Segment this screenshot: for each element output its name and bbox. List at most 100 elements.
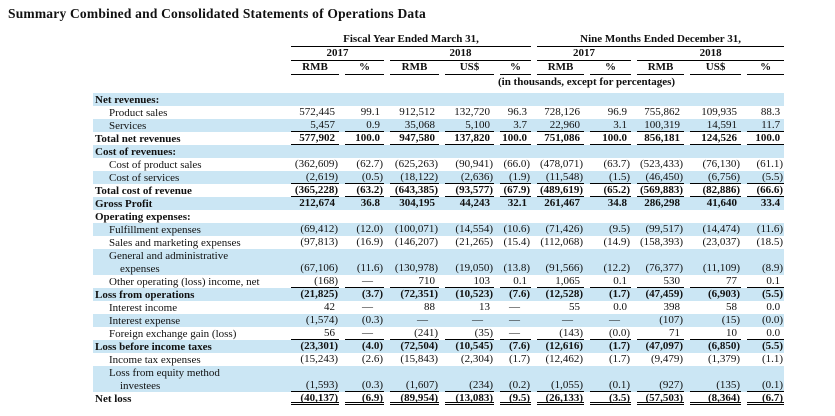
value-cell: 100,319 [631,119,685,132]
value-cell [741,145,785,158]
header-years-row: 2017 2018 2017 2018 [93,47,785,61]
value-cell: — [584,314,632,327]
year-label: 2018 [637,47,785,61]
value-cell: (3.5) [584,392,632,405]
value-cell: (15,243) [285,353,339,366]
value-cell: (112,068) [531,236,584,249]
value: (67,106) [300,262,338,274]
value-cell: (3.7) [339,288,384,301]
value: (158,393) [639,236,684,248]
value: (62.7) [356,158,383,170]
value: (1,055) [537,379,585,392]
value-cell: (8,364) [684,392,742,405]
value: 710 [390,275,439,288]
row-label: Foreign exchange gain (loss) [109,328,237,340]
value: 100.0 [345,132,384,145]
value [747,210,784,223]
value: 58 [726,301,738,313]
value-cell: — [531,314,585,327]
value-cell: 109,935 [684,106,741,119]
value-cell: (12,616) [531,340,585,353]
value: (61.1) [756,158,784,170]
row-label: Interest income [109,302,178,314]
table-row: Services 5,457 0.9 35,068 5,100 3.7 22,960 3.1 1… [93,119,785,132]
value [590,249,631,262]
value-cell: 304,195 [384,197,439,210]
value [500,93,531,106]
value-cell: (97,813) [285,236,339,249]
value-cell: 32.1 [494,197,532,210]
value: (3.5) [590,392,632,405]
value-cell [384,249,439,262]
row-label: Total cost of revenue [95,185,192,197]
value-cell: (12,462) [531,353,584,366]
year-label: 2018 [390,47,532,61]
value [291,210,339,223]
value-cell: (0.3) [339,314,384,327]
header-label-spacer [93,47,285,61]
value-cell: — [439,314,494,327]
value [345,366,384,379]
value-cell: — [494,314,532,327]
value-cell: (11,109) [684,262,742,275]
value: (47,459) [645,288,684,300]
value-cell [584,366,632,379]
currency-label: RMB [637,61,685,75]
value [345,93,384,106]
value: (6.7) [747,392,785,405]
value [690,145,741,158]
value-cell: (1.7) [584,353,631,366]
table-row: Loss from operations (21,825) (3.7) (72,351… [93,288,785,301]
value: (168) [291,275,339,288]
value-cell: 11.7 [741,119,785,132]
value-cell [384,145,439,158]
value: (0.2) [500,379,532,392]
value: 13 [479,301,490,313]
value [345,249,384,262]
value: (7.6) [508,340,531,352]
value-cell: (8.9) [741,262,785,275]
value-cell: (15) [684,314,742,327]
table-row: Cost of product sales (362,609) (62.7) (625… [93,158,784,171]
value-cell: (0.5) [339,171,384,184]
value: (10.6) [503,223,531,235]
value: (66.0) [503,158,531,170]
value [390,210,439,223]
value-cell: (100,071) [384,223,439,236]
header-currency-row: RMB% RMB US$% RMB% RMB US$% [93,61,785,75]
value [390,93,439,106]
row-label: Services [93,119,285,132]
value-cell: (11,548) [531,171,585,184]
value-cell: (12,528) [531,288,585,301]
value [637,366,684,379]
value: — [417,314,428,326]
value-cell: 58 [684,301,741,314]
value [590,145,631,158]
value-cell: 5,457 [285,119,339,132]
value: 912,512 [399,106,435,118]
value: (76,130) [702,158,741,170]
row-label: Loss before income taxes [93,340,285,353]
value-cell: (67,106) [285,262,339,275]
value-cell: 0.0 [741,301,784,314]
value: (63.2) [345,184,384,197]
value-cell: (14,474) [684,223,742,236]
value-cell: 3.1 [584,119,632,132]
value-cell [531,249,585,262]
value-cell: 261,467 [531,197,585,210]
value: (12.0) [356,223,383,235]
currency-header: % [741,61,785,75]
value-cell [741,93,785,106]
value-cell: — [339,327,384,340]
value-cell [584,249,632,262]
value-cell: (1.9) [494,171,532,184]
value: (6.9) [345,392,384,405]
value: (18.5) [756,236,784,248]
value [445,145,494,158]
value-cell: (6,850) [684,340,742,353]
year-header: 2017 [531,47,632,61]
value: (82,886) [690,184,742,197]
value-cell [741,366,785,379]
value-cell: (76,377) [631,262,685,275]
value: (0.0) [762,314,784,326]
